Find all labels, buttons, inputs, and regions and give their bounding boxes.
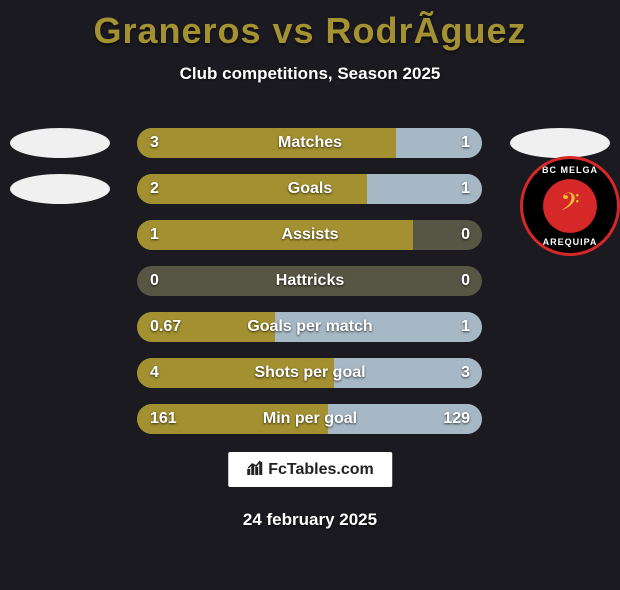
comparison-chart: Matches31Goals21BC MELGA𝄢AREQUIPAAssists… bbox=[0, 128, 620, 450]
stat-right-value: 129 bbox=[443, 404, 470, 434]
player-avatar-left bbox=[10, 174, 110, 204]
stat-label: Assists bbox=[282, 220, 339, 250]
stat-left-value: 4 bbox=[150, 358, 159, 388]
stat-label: Matches bbox=[278, 128, 342, 158]
player-avatar-left bbox=[10, 128, 110, 158]
bar-left-fill bbox=[137, 128, 396, 158]
chart-icon bbox=[246, 458, 264, 481]
stat-right-value: 1 bbox=[461, 312, 470, 342]
watermark-text: FcTables.com bbox=[268, 461, 374, 479]
bar-left-fill bbox=[137, 174, 367, 204]
stat-row: Hattricks 0 0 bbox=[0, 266, 620, 296]
stat-right-value: 1 bbox=[461, 174, 470, 204]
stat-label: Goals per match bbox=[247, 312, 372, 342]
stat-row: Shots per goal 4 3 bbox=[0, 358, 620, 388]
badge-text-top: BC MELGA bbox=[523, 165, 617, 175]
stat-left-value: 2 bbox=[150, 174, 159, 204]
watermark: FcTables.com bbox=[228, 452, 392, 487]
page-title: Graneros vs RodrÃguez bbox=[0, 10, 620, 52]
stat-left-value: 3 bbox=[150, 128, 159, 158]
player-avatar-right bbox=[510, 128, 610, 158]
stat-left-value: 161 bbox=[150, 404, 177, 434]
stat-row: Goals per match 0.67 1 bbox=[0, 312, 620, 342]
stat-left-value: 0 bbox=[150, 266, 159, 296]
date-label: 24 february 2025 bbox=[0, 510, 620, 530]
stat-right-value: 0 bbox=[461, 220, 470, 250]
stat-right-value: 1 bbox=[461, 128, 470, 158]
stat-label: Hattricks bbox=[276, 266, 344, 296]
stat-row: Assists 1 0 bbox=[0, 220, 620, 250]
stat-label: Shots per goal bbox=[254, 358, 365, 388]
bar-left-fill bbox=[137, 220, 413, 250]
stat-right-value: 0 bbox=[461, 266, 470, 296]
subtitle: Club competitions, Season 2025 bbox=[0, 64, 620, 84]
stat-left-value: 1 bbox=[150, 220, 159, 250]
stat-right-value: 3 bbox=[461, 358, 470, 388]
stat-row: Matches 3 1 bbox=[0, 128, 620, 158]
stat-label: Goals bbox=[288, 174, 332, 204]
stat-row: Goals21BC MELGA𝄢AREQUIPA bbox=[0, 174, 620, 204]
stat-left-value: 0.67 bbox=[150, 312, 181, 342]
lyre-icon: 𝄢 bbox=[560, 189, 579, 223]
stat-row: Min per goal 161 129 bbox=[0, 404, 620, 434]
stat-label: Min per goal bbox=[263, 404, 357, 434]
